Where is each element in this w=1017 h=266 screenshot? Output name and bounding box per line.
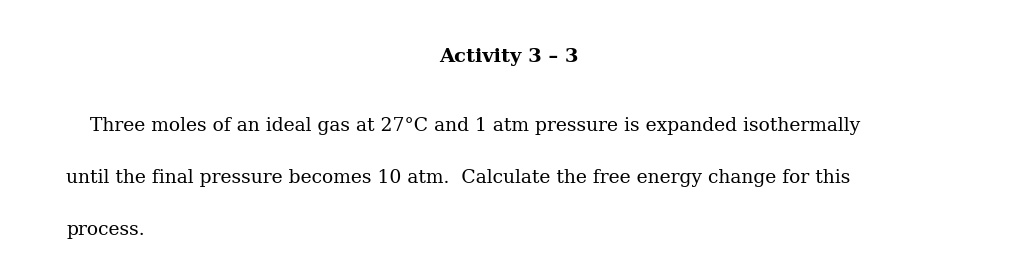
Text: until the final pressure becomes 10 atm.  Calculate the free energy change for t: until the final pressure becomes 10 atm.… — [66, 169, 850, 187]
Text: process.: process. — [66, 221, 144, 239]
Text: Three moles of an ideal gas at 27°C and 1 atm pressure is expanded isothermally: Three moles of an ideal gas at 27°C and … — [66, 117, 860, 135]
Text: Activity 3 – 3: Activity 3 – 3 — [438, 48, 579, 66]
